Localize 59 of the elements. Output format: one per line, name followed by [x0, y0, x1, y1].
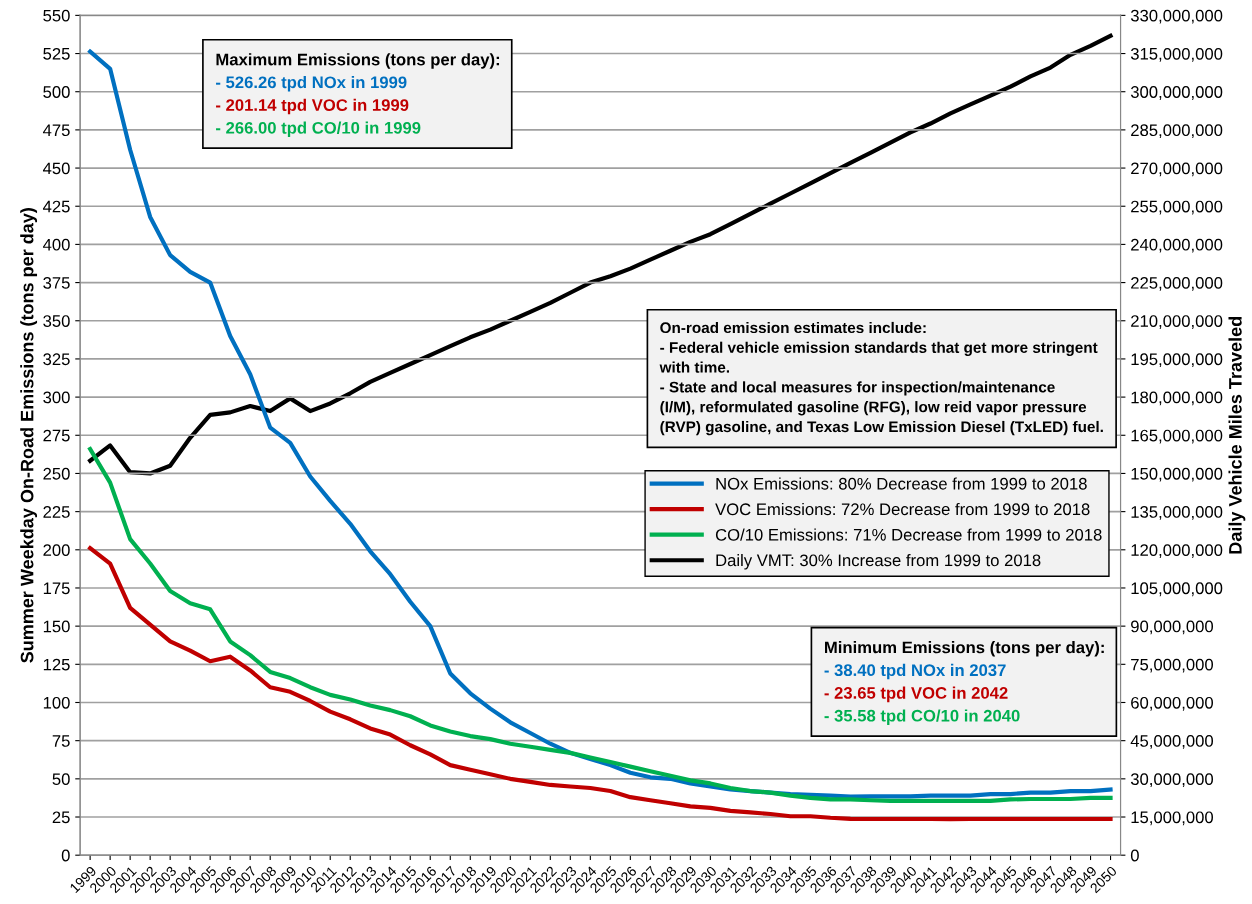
- y-tick-label: 450: [42, 162, 70, 175]
- y2-tick-label: 225,000,000: [1131, 276, 1223, 291]
- line-series: [88, 545, 1113, 822]
- y-tick-label: 75: [52, 735, 70, 747]
- y2-tick-label: 180,000,000: [1131, 391, 1223, 406]
- legend-label: NOx Emissions: 80% Decrease from 1999 to 2018: [716, 477, 1087, 490]
- y-tick-label: 300: [43, 391, 70, 404]
- y2-tick-label: 90,000,000: [1131, 620, 1214, 635]
- annotation: On-road emission estimates include: - Federal vehicle emission standards that get more stringent with time. - State and local measures for inspection/maintenance (I/M), reformulated gasoline (RFG), low reid vapor pressure (RVP) gasoline, and Texas Low Emission Diesel (TxLED) fuel.: [659, 321, 1103, 436]
- y2-tick-label: 330,000,000: [1130, 9, 1223, 24]
- y-tick-label: 375: [43, 276, 70, 289]
- y2-tick-label: 60,000,000: [1131, 696, 1214, 711]
- y2-tick-label: 0: [1130, 849, 1139, 862]
- y-tick-label: 150: [43, 620, 70, 633]
- y2-tick-label: 15,000,000: [1131, 811, 1214, 826]
- annotation: Maximum Emissions (tons per day): - 526.26 tpd NOx in 1999 - 201.14 tpd VOC in 1999 - 266.00 tpd CO/10 in 1999: [216, 53, 500, 138]
- y-tick-label: 350: [43, 315, 70, 327]
- y-tick-label: 550: [43, 9, 70, 22]
- y2-tick-label: 45,000,000: [1130, 735, 1214, 749]
- line-series: [88, 33, 1113, 476]
- y2-tick-label: 105,000,000: [1131, 582, 1223, 597]
- y-tick-label: 50: [52, 773, 70, 786]
- annotation: Minimum Emissions (tons per day): - 38.40 tpd NOx in 2037 - 23.65 tpd VOC in 2042 - 35.58 tpd CO/10 in 2040: [824, 641, 1104, 725]
- y-tick-label: 200: [43, 544, 70, 556]
- y2-tick-label: 240,000,000: [1131, 238, 1223, 253]
- line-series: [88, 49, 1113, 799]
- y2-tick-label: 120,000,000: [1131, 544, 1223, 558]
- y2-tick-label: 285,000,000: [1131, 124, 1223, 139]
- y-tick-label: 100: [43, 696, 70, 709]
- legend-label: CO/10 Emissions: 71% Decrease from 1999 to 2018: [715, 528, 1102, 541]
- legend-label: VOC Emissions: 72% Decrease from 1999 to 2018: [715, 502, 1090, 516]
- y-tick-label: 125: [43, 658, 70, 671]
- y2-tick-label: 300,000,000: [1130, 86, 1223, 100]
- y2-tick-label: 30,000,000: [1130, 773, 1214, 788]
- y-tick-label: 525: [43, 47, 70, 60]
- y-tick-label: 425: [42, 200, 70, 213]
- y2-tick-label: 315,000,000: [1130, 47, 1223, 62]
- y-tick-label: 0: [61, 849, 70, 862]
- y-tick-label: 250: [43, 467, 70, 480]
- y-tick-label: 400: [42, 238, 70, 251]
- line-series: [88, 446, 1113, 803]
- y2-tick-label: 255,000,000: [1131, 200, 1223, 215]
- y-tick-label: 275: [43, 429, 70, 442]
- y-axis-title: Summer Weekday On-Road Emissions (tons per day): [20, 208, 38, 663]
- y2-tick-label: 75,000,000: [1131, 658, 1214, 673]
- y-tick-label: 175: [43, 582, 70, 595]
- y-tick-label: 500: [43, 86, 70, 98]
- y2-tick-label: 165,000,000: [1131, 429, 1223, 444]
- legend-label: Daily VMT: 30% Increase from 1999 to 2018: [716, 553, 1041, 570]
- y2-tick-label: 150,000,000: [1131, 467, 1223, 482]
- y-tick-label: 225: [43, 506, 70, 518]
- y-tick-label: 475: [42, 124, 70, 137]
- y2-tick-label: 195,000,000: [1131, 353, 1223, 368]
- y2-axis-title: Daily Vehicle Miles Traveled: [1228, 317, 1246, 554]
- y2-tick-label: 135,000,000: [1131, 506, 1223, 520]
- y2-tick-label: 270,000,000: [1131, 162, 1223, 177]
- y-tick-label: 325: [43, 353, 70, 366]
- y-tick-label: 25: [52, 811, 70, 824]
- y2-tick-label: 210,000,000: [1131, 315, 1223, 329]
